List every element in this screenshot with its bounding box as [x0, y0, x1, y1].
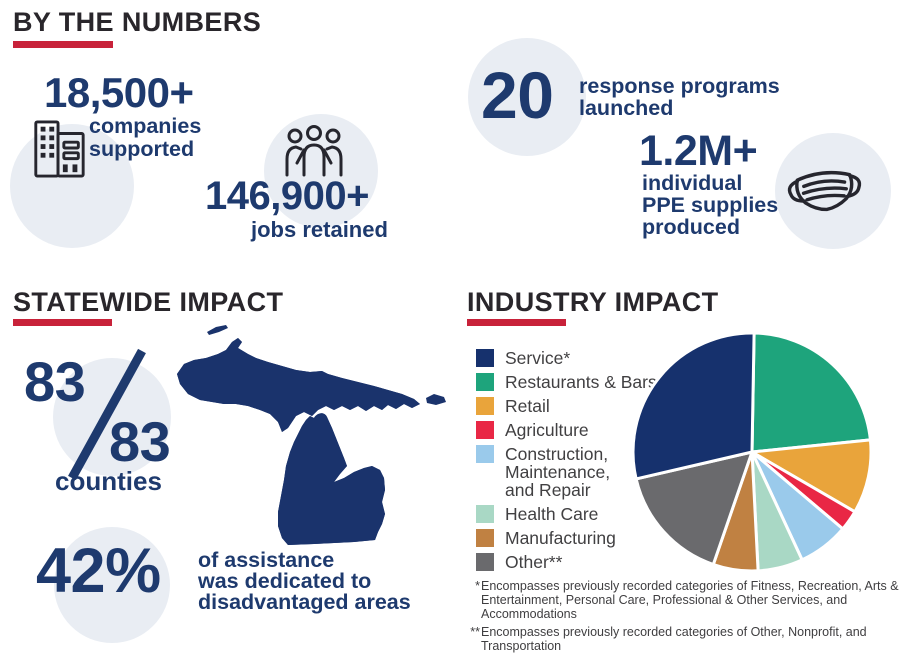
legend-swatch [476, 421, 494, 439]
bg-circle-counties [53, 358, 171, 476]
assistance-pct-value: 42% [36, 536, 161, 606]
legend-label: Agriculture [505, 420, 589, 440]
section-title-industry-impact: INDUSTRY IMPACT [467, 287, 719, 317]
counties-label: counties [55, 466, 162, 496]
county-grid-overlay [177, 338, 420, 545]
legend-item: Construction, Maintenance, and Repair [476, 445, 657, 499]
stat-programs-label: response programs launched [579, 74, 780, 120]
legend-label: Other** [505, 552, 563, 572]
legend-label: Restaurants & Bars [505, 372, 657, 392]
legend-swatch [476, 553, 494, 571]
industry-pie-chart [631, 331, 873, 573]
face-mask-icon [787, 170, 862, 212]
red-underline-2 [13, 319, 112, 326]
pie-slice-other [634, 450, 754, 566]
counties-denominator: 83 [109, 410, 171, 473]
red-underline-1 [13, 41, 113, 48]
legend-label: Construction, Maintenance, and Repair [505, 444, 611, 500]
legend-swatch [476, 397, 494, 415]
footnote-text: Encompasses previously recorded categori… [481, 579, 899, 621]
footnote-marker: * [475, 579, 480, 593]
legend-item: Other** [476, 553, 657, 571]
bg-circle-programs [468, 38, 586, 156]
stat-companies-label: companies supported [89, 114, 202, 161]
stat-companies-value: 18,500+ [44, 69, 194, 116]
legend-item: Retail [476, 397, 657, 415]
pie-slice-service [631, 331, 756, 481]
legend-item: Manufacturing [476, 529, 657, 547]
fraction-slash [68, 348, 146, 481]
legend-item: Health Care [476, 505, 657, 523]
assistance-pct-label: of assistance was dedicated to disadvant… [198, 548, 411, 614]
stat-jobs-value: 146,900+ [205, 174, 369, 218]
building-icon [34, 120, 85, 178]
legend-swatch [476, 349, 494, 367]
section-title-by-the-numbers: BY THE NUMBERS [13, 7, 262, 37]
footnote-service: * Encompasses previously recorded catego… [467, 579, 903, 621]
footnote-marker: ** [470, 625, 480, 639]
footnote-other: ** Encompasses previously recorded categ… [467, 625, 903, 653]
up-east-islands [426, 394, 446, 405]
isle-royale [207, 325, 228, 335]
pie-footnotes: * Encompasses previously recorded catego… [467, 579, 903, 657]
legend-label: Health Care [505, 504, 599, 524]
legend-label: Service* [505, 348, 571, 368]
legend-item: Restaurants & Bars [476, 373, 657, 391]
michigan-county-map [177, 325, 446, 545]
stat-ppe-label: individual PPE supplies produced [642, 171, 779, 239]
stat-ppe-value: 1.2M+ [639, 127, 758, 175]
legend-swatch [476, 529, 494, 547]
legend-label: Retail [505, 396, 550, 416]
bg-circle-pct [54, 527, 170, 643]
legend-label: Manufacturing [505, 528, 616, 548]
legend-item: Service* [476, 349, 657, 367]
stat-programs-value: 20 [481, 58, 554, 132]
legend-swatch [476, 505, 494, 523]
red-underline-3 [467, 319, 566, 326]
pie-legend: Service* Restaurants & Bars Retail Agric… [476, 349, 657, 571]
legend-swatch [476, 445, 494, 463]
people-group-icon [285, 125, 343, 177]
footnote-text: Encompasses previously recorded categori… [481, 625, 867, 653]
legend-swatch [476, 373, 494, 391]
section-title-statewide-impact: STATEWIDE IMPACT [13, 287, 284, 317]
bg-circle-companies [10, 124, 134, 248]
bg-circle-ppe [775, 133, 891, 249]
counties-numerator: 83 [24, 350, 86, 413]
pie-slice-restaurants-bars [750, 331, 872, 454]
stat-jobs-label: jobs retained [251, 217, 388, 242]
legend-item: Agriculture [476, 421, 657, 439]
